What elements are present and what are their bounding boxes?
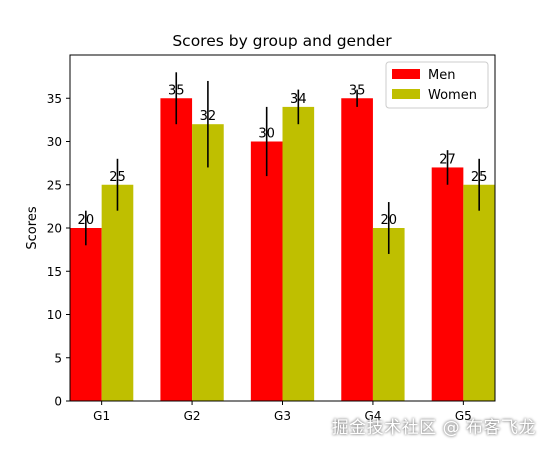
bar-men-g1	[70, 228, 102, 401]
y-axis-label: Scores	[25, 206, 40, 249]
x-tick-label: G4	[364, 409, 381, 423]
data-labels-group: 20 35 30 35 27 25 32 34 20 25	[78, 83, 488, 228]
x-tick-label: G5	[455, 409, 472, 423]
y-tick-label: 20	[47, 222, 62, 236]
data-label-men-g2: 35	[168, 83, 185, 98]
data-label-women-g2: 32	[200, 109, 217, 124]
data-label-women-g1: 25	[109, 170, 126, 185]
y-tick-label: 10	[47, 308, 62, 322]
axes-group: 0 5 10 15 20 25 30 35 G1 G2 G3 G4 G5	[47, 54, 496, 423]
y-tick-label: 5	[54, 351, 62, 365]
error-bars-group	[85, 72, 480, 254]
data-label-men-g5: 27	[439, 152, 456, 167]
legend-label-men: Men	[428, 68, 455, 83]
legend-swatch-men	[392, 69, 420, 79]
data-label-women-g5: 25	[471, 170, 488, 185]
y-tick-label: 30	[47, 135, 62, 149]
data-label-women-g3: 34	[290, 92, 307, 107]
x-tick-label: G1	[93, 409, 110, 423]
x-tick-label: G3	[274, 409, 291, 423]
legend-swatch-women	[392, 89, 420, 99]
x-tick-label: G2	[184, 409, 201, 423]
bar-men-g5	[431, 167, 464, 401]
data-label-women-g4: 20	[380, 213, 397, 228]
legend-label-women: Women	[428, 88, 477, 103]
bars-group	[70, 98, 495, 402]
bar-men-g4	[341, 98, 373, 401]
y-tick-label: 0	[54, 395, 62, 409]
y-tick-label: 25	[47, 178, 62, 192]
bar-women-g1	[101, 184, 134, 401]
bar-women-g2	[192, 124, 224, 401]
bar-men-g2	[160, 98, 193, 401]
data-label-men-g1: 20	[78, 213, 95, 228]
bar-men-g3	[250, 141, 283, 401]
bar-women-g3	[282, 106, 315, 402]
watermark: 掘金技术社区 @ 布客飞龙	[331, 418, 536, 438]
legend: Men Women	[385, 61, 489, 109]
chart-title: Scores by group and gender	[172, 32, 392, 50]
bar-women-g5	[463, 184, 495, 401]
bar-women-g4	[372, 228, 405, 401]
y-tick-label: 35	[47, 92, 62, 106]
data-label-men-g3: 30	[258, 127, 275, 142]
data-label-men-g4: 35	[349, 83, 366, 98]
y-tick-label: 15	[47, 265, 62, 279]
